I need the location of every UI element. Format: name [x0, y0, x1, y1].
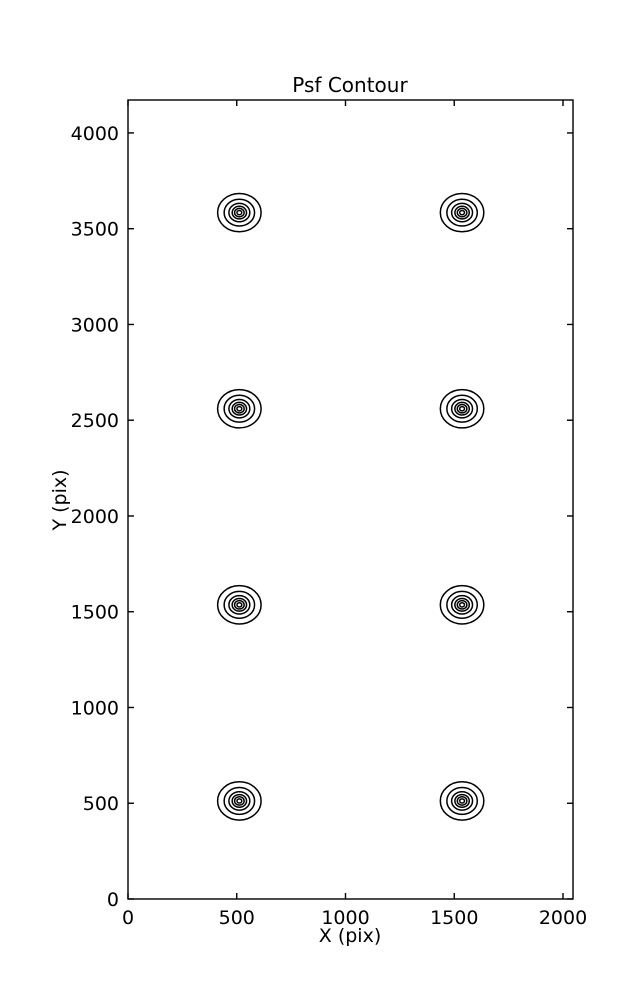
contour-ring [231, 401, 248, 416]
contour-ring [458, 798, 466, 804]
contour-ring [236, 601, 243, 608]
contour-ring [228, 398, 251, 419]
contour-ring [223, 394, 256, 423]
y-axis-ticks [128, 132, 573, 900]
x-tick-label: 500 [219, 907, 255, 929]
y-tick-label: 3000 [71, 314, 119, 336]
contour-ring [439, 584, 485, 625]
contour-ring [231, 793, 248, 809]
y-tick-label: 1000 [71, 697, 119, 719]
contour-ring [228, 791, 251, 811]
contour-ring [458, 601, 466, 608]
contour-ring [223, 590, 256, 619]
y-tick-labels: 0 500 1000 1500 2000 2500 3000 3500 4000 [71, 123, 119, 911]
contour-ring [458, 405, 466, 412]
x-tick-labels: 0 500 1000 1500 2000 [122, 907, 587, 929]
contour-ring [446, 198, 479, 227]
y-tick-label: 4000 [71, 123, 119, 145]
contour-ring [216, 192, 262, 233]
x-tick-label: 0 [122, 907, 134, 929]
contour-ring [233, 795, 245, 806]
contour-ring [216, 388, 262, 429]
psf-contour-group [216, 781, 262, 821]
x-axis-ticks [127, 100, 564, 899]
contour-ring [439, 192, 485, 233]
psf-contour-group [216, 192, 262, 233]
psf-contour-group [439, 584, 485, 625]
y-tick-label: 2000 [71, 506, 119, 528]
contour-ring [223, 198, 256, 227]
psf-contour-group [216, 584, 262, 625]
contour-ring [223, 786, 256, 816]
plot-frame [127, 99, 574, 900]
contour-ring [439, 388, 485, 429]
contour-ring [456, 599, 468, 610]
x-tick-label: 1000 [321, 907, 369, 929]
psf-contour-group [439, 192, 485, 233]
contour-ring [236, 405, 243, 412]
contour-ring [458, 209, 466, 216]
contour-ring [456, 207, 468, 218]
contour-ring [236, 209, 243, 216]
contour-ring [456, 795, 468, 806]
contour-ring [233, 403, 245, 414]
contour-ring [446, 590, 479, 619]
contour-ring [450, 791, 474, 811]
contour-ring [456, 403, 468, 414]
contour-ring [228, 202, 251, 223]
x-axis-label: X (pix) [319, 925, 381, 947]
contour-ring [439, 781, 485, 821]
y-tick-label: 1500 [71, 602, 119, 624]
y-tick-label: 3500 [71, 219, 119, 241]
contour-ring [231, 205, 248, 220]
plot-title: Psf Contour [292, 73, 408, 97]
psf-contour-group [216, 388, 262, 429]
contour-ring [233, 599, 245, 610]
contour-ring [228, 594, 251, 615]
psf-contour-group [439, 388, 485, 429]
contour-ring [446, 394, 479, 423]
y-tick-label: 2500 [71, 410, 119, 432]
contour-ring [454, 597, 471, 612]
contour-ring [450, 202, 474, 223]
contour-ring [216, 781, 262, 821]
contour-ring [450, 594, 474, 615]
contour-ring [231, 597, 248, 612]
contour-ring [454, 793, 471, 809]
contour-ring [454, 205, 471, 220]
contour-ring [454, 401, 471, 416]
y-tick-label: 500 [83, 793, 119, 815]
y-tick-label: 0 [107, 889, 119, 911]
x-tick-label: 2000 [539, 907, 587, 929]
contour-ring [450, 398, 474, 419]
contour-ring [216, 584, 262, 625]
psf-contour-group [439, 781, 485, 821]
contour-ring [233, 207, 245, 218]
psf-contours [216, 192, 485, 821]
x-tick-label: 1500 [430, 907, 478, 929]
contour-ring [236, 798, 243, 804]
contour-ring [446, 786, 479, 816]
y-axis-label: Y (pix) [49, 469, 71, 531]
